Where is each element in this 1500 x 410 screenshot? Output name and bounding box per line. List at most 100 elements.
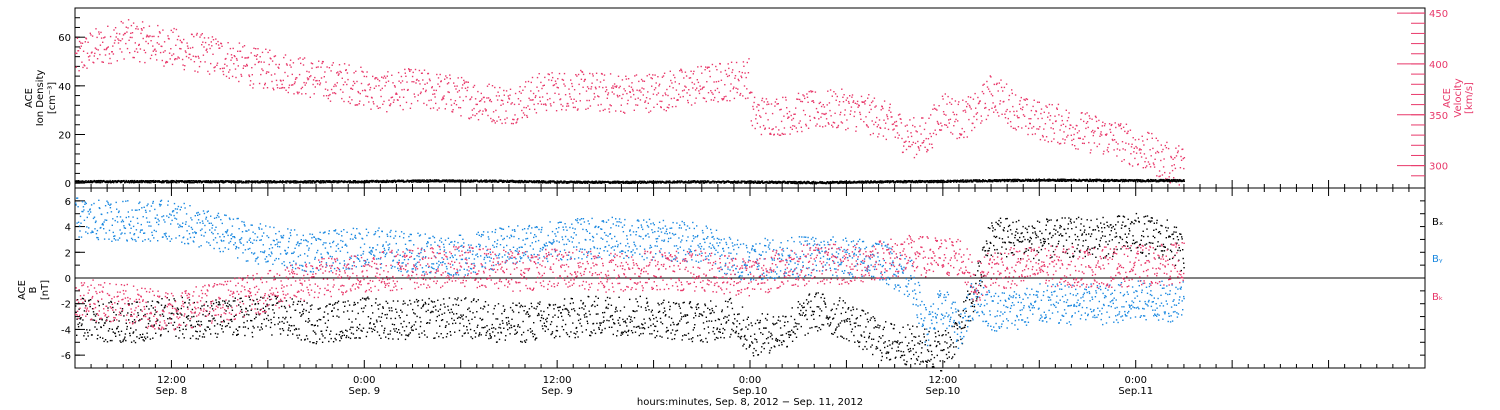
- data-point: [113, 42, 116, 44]
- data-point: [601, 73, 603, 75]
- data-point: [474, 114, 476, 117]
- data-point: [598, 96, 600, 98]
- data-point: [765, 112, 767, 115]
- data-point: [934, 180, 936, 182]
- data-point: [551, 72, 553, 74]
- data-point: [1029, 178, 1031, 181]
- data-point: [613, 83, 616, 85]
- data-point: [621, 97, 623, 100]
- data-point: [774, 105, 776, 107]
- data-point: [105, 181, 107, 184]
- data-point: [739, 94, 741, 96]
- data-point: [107, 46, 109, 48]
- data-point: [192, 55, 194, 57]
- data-point: [613, 181, 616, 184]
- data-point: [931, 147, 934, 149]
- data-point: [394, 86, 396, 88]
- data-point: [400, 180, 402, 183]
- data-point: [154, 53, 157, 56]
- data-point: [990, 76, 992, 78]
- data-point: [986, 80, 988, 83]
- data-point: [577, 73, 580, 76]
- data-point: [679, 96, 682, 98]
- data-point: [437, 83, 439, 85]
- data-point: [388, 99, 390, 101]
- data-point: [562, 79, 565, 81]
- data-point: [908, 145, 910, 148]
- data-point: [912, 124, 914, 127]
- data-point: [1006, 178, 1008, 181]
- data-point: [1144, 166, 1147, 169]
- data-point: [1178, 184, 1180, 186]
- data-point: [877, 124, 880, 126]
- data-point: [120, 181, 122, 184]
- data-point: [679, 70, 681, 72]
- data-point: [247, 182, 250, 184]
- data-point: [1171, 165, 1173, 167]
- data-point: [996, 179, 999, 181]
- data-point: [843, 181, 845, 183]
- data-point: [793, 125, 796, 127]
- data-point: [837, 126, 839, 128]
- data-point: [720, 71, 722, 73]
- data-point: [772, 128, 774, 130]
- data-point: [994, 106, 996, 108]
- data-point: [480, 100, 482, 102]
- data-point: [527, 105, 529, 107]
- data-point: [760, 116, 762, 118]
- data-point: [733, 86, 735, 88]
- data-point: [1082, 138, 1084, 140]
- data-point: [1063, 142, 1066, 144]
- data-point: [108, 62, 110, 65]
- data-point: [270, 74, 273, 76]
- data-point: [711, 91, 713, 94]
- data-point: [1116, 148, 1119, 150]
- data-point: [216, 62, 219, 64]
- data-point: [1153, 166, 1156, 168]
- data-point: [981, 90, 984, 93]
- data-point: [438, 107, 440, 109]
- data-point: [348, 96, 351, 98]
- data-point: [1011, 92, 1013, 95]
- data-point: [270, 58, 272, 60]
- data-point: [297, 181, 299, 183]
- data-point: [469, 98, 472, 100]
- data-point: [707, 66, 709, 68]
- data-point: [344, 81, 346, 83]
- data-point: [485, 179, 488, 181]
- data-point: [313, 180, 315, 182]
- data-point: [411, 81, 413, 83]
- data-point: [97, 49, 99, 51]
- data-point: [479, 180, 482, 183]
- data-point: [268, 63, 270, 66]
- data-point: [290, 182, 292, 184]
- data-point: [1158, 170, 1161, 172]
- data-point: [105, 48, 107, 51]
- data-point: [123, 58, 125, 60]
- data-point: [337, 181, 339, 184]
- data-point: [656, 94, 658, 96]
- data-point: [207, 37, 210, 39]
- data-point: [645, 97, 648, 99]
- data-point: [625, 75, 627, 77]
- data-point: [701, 88, 703, 90]
- data-point: [678, 83, 680, 85]
- data-point: [860, 118, 862, 120]
- data-point: [1013, 114, 1016, 116]
- data-point: [330, 88, 333, 91]
- data-point: [196, 32, 198, 35]
- data-point: [1088, 115, 1090, 117]
- data-point: [136, 25, 138, 28]
- data-point: [234, 68, 237, 70]
- data-point: [719, 63, 721, 65]
- data-point: [1066, 120, 1069, 122]
- data-point: [498, 95, 500, 97]
- data-point: [199, 36, 201, 38]
- data-point: [825, 112, 827, 115]
- data-point: [507, 95, 509, 97]
- data-point: [951, 98, 953, 100]
- data-point: [608, 108, 610, 110]
- data-point: [293, 182, 295, 184]
- data-point: [512, 122, 514, 125]
- data-point: [948, 122, 950, 124]
